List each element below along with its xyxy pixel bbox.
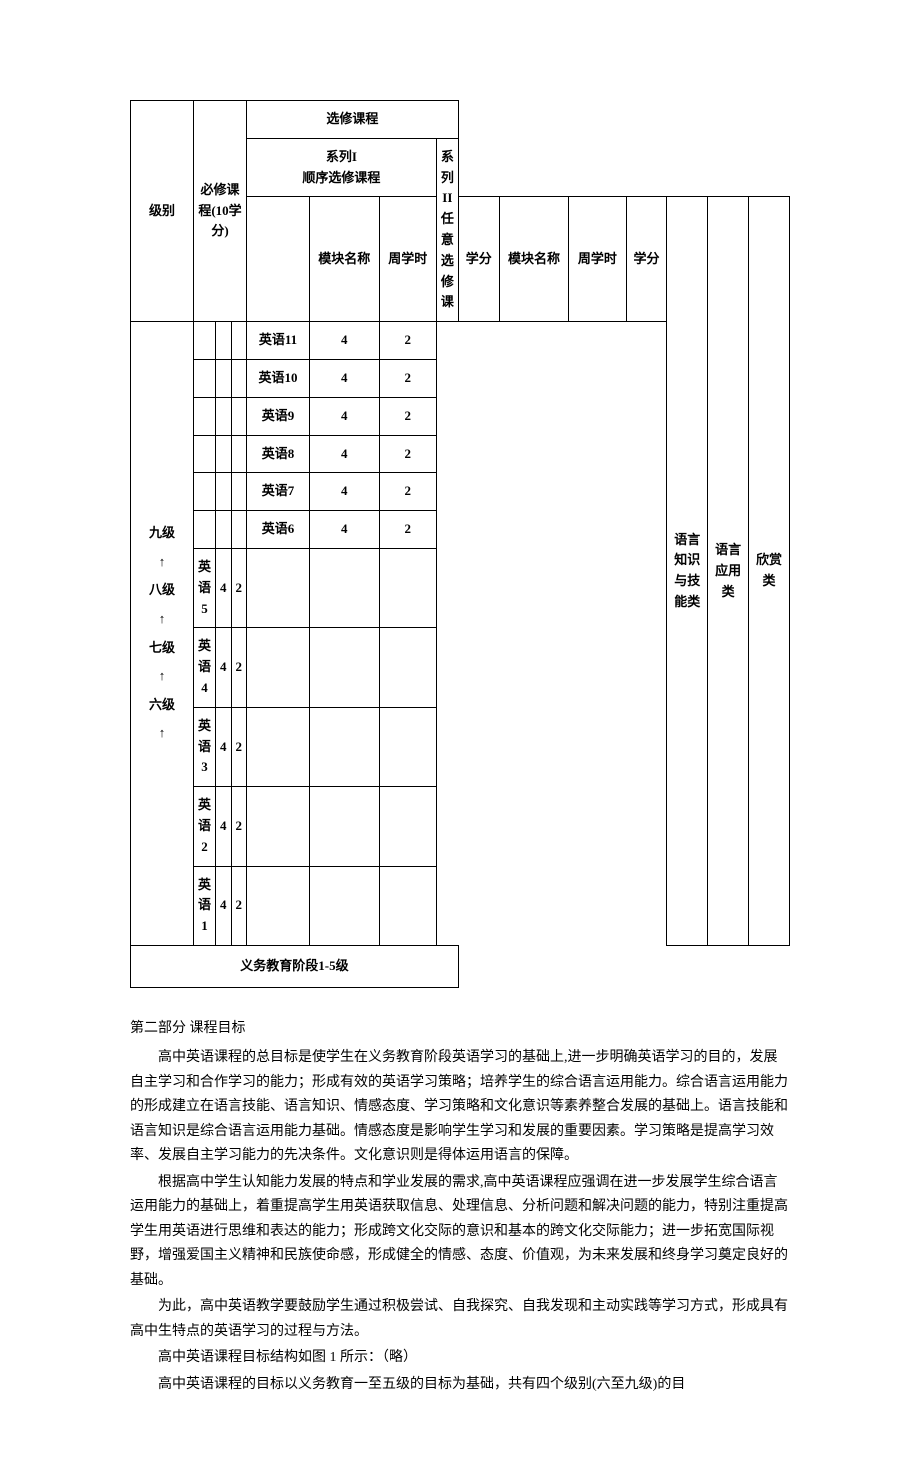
section-title: 第二部分 课程目标 <box>130 1018 790 1040</box>
paragraph: 高中英语课程的目标以义务教育一至五级的目标为基础，共有四个级别(六至九级)的目 <box>130 1373 790 1398</box>
paragraph: 根据高中学生认知能力发展的特点和学业发展的需求,高中英语课程应强调在进一步发展学… <box>130 1171 790 1294</box>
header-series2: 系列II 任意选修课 <box>436 138 458 321</box>
level-ladder: 九级 ↑ 八级 ↑ 七级 ↑ 六级 ↑ <box>131 322 194 946</box>
col-hours-1: 周学时 <box>379 197 436 322</box>
header-compulsory: 必修课程(10学分) <box>194 101 247 322</box>
header-level: 级别 <box>131 101 194 322</box>
paragraph: 高中英语课程的总目标是使学生在义务教育阶段英语学习的基础上,进一步明确英语学习的… <box>130 1046 790 1169</box>
header-series1: 系列I 顺序选修课程 <box>247 138 437 197</box>
body-text: 高中英语课程的总目标是使学生在义务教育阶段英语学习的基础上,进一步明确英语学习的… <box>130 1046 790 1397</box>
table-footer: 义务教育阶段1-5级 <box>131 945 790 987</box>
col-credits-1: 学分 <box>458 197 499 322</box>
header-elective: 选修课程 <box>247 101 459 139</box>
col-module-name-1: 模块名称 <box>310 197 380 322</box>
col-credits-2: 学分 <box>626 197 667 322</box>
paragraph: 高中英语课程目标结构如图 1 所示：（略） <box>130 1346 790 1371</box>
col-module-name-2: 模块名称 <box>499 197 569 322</box>
curriculum-table: 级别 必修课程(10学分) 选修课程 系列I 顺序选修课程 系列II 任意选修课… <box>130 100 790 988</box>
col-hours-2: 周学时 <box>569 197 626 322</box>
paragraph: 为此，高中英语教学要鼓励学生通过积极尝试、自我探究、自我发现和主动实践等学习方式… <box>130 1295 790 1344</box>
category-2: 语言应用类 <box>708 197 749 946</box>
category-1: 语言知识与技能类 <box>667 197 708 946</box>
category-3: 欣赏类 <box>749 197 790 946</box>
